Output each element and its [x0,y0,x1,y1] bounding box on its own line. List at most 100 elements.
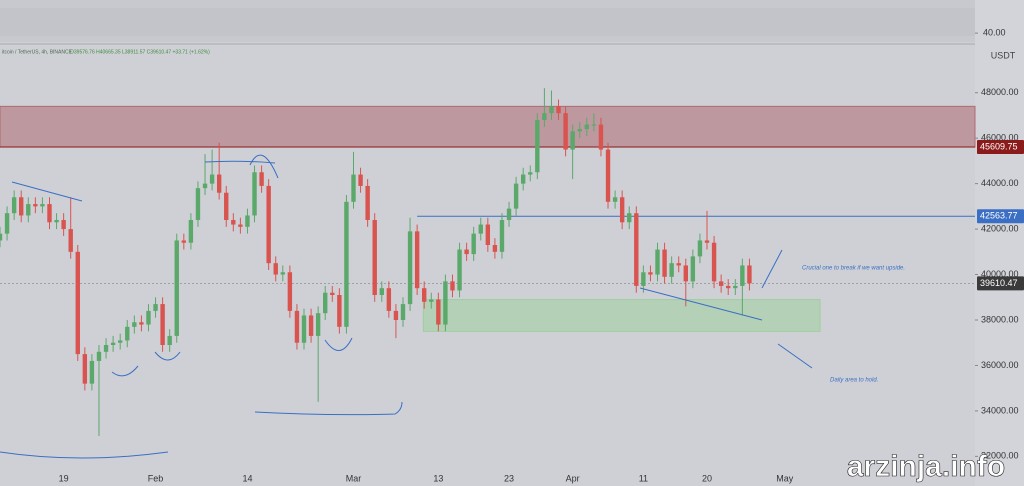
candle-body [747,265,752,284]
candle-body [655,249,660,275]
scribble [324,337,353,351]
candle-body [146,310,151,325]
candle-body [563,113,568,150]
candle-body [379,288,384,295]
candle-body [181,240,187,243]
candle-body [690,256,696,282]
candle-body [75,251,80,355]
x-tick-label: 13 [433,473,443,483]
candle-body [287,272,293,311]
candle-body [634,213,639,286]
plot: 32000.00 34000.00 36000.00 38000.00 40000.00… [0,27,1024,483]
candle-body [450,281,455,291]
x-tick-label: 11 [639,473,648,483]
candle-body [577,129,582,132]
candle-body [202,183,208,189]
candle-body [259,172,264,186]
candle-body [103,345,109,352]
candle-body [117,340,123,343]
rsi-band [0,8,975,36]
candle-body [47,204,52,223]
zone [0,105,976,148]
candle-body [330,292,335,295]
candle-body [358,174,363,186]
y-tick-label: 38000.00 [981,314,1019,324]
candle-body [372,220,377,295]
candle-body [224,192,229,220]
candle-body [153,304,158,311]
candle-body [443,281,448,325]
annotation: Crucial one to break if we want upside. [802,266,905,272]
zone [422,299,821,332]
drawings [0,154,813,459]
price-label: 42563.77 [980,211,1018,221]
candle-body [528,172,533,175]
candle-body [619,197,625,223]
candle-body [549,106,554,114]
ohlc-header: O39576.76 H40665.35 L38911.57 C39610.47 … [70,49,210,55]
y-tick-label: 48000.00 [981,87,1019,97]
candle-body [457,249,462,291]
candle-body [676,263,681,266]
candle-body [167,335,172,345]
trendline [639,287,763,321]
price-axis [975,0,1024,486]
candle-body [513,183,519,209]
candle-body [726,285,731,289]
candle-body [584,124,590,130]
y-tick-label: 40000.00 [981,269,1019,279]
x-tick-label: Apr [566,473,580,483]
candle-body [252,172,257,216]
candle-body [471,233,476,255]
y-tick-label: 32000.00 [981,451,1019,461]
trendline [11,181,83,202]
arrow [777,343,813,369]
candle-body [506,208,512,220]
candle-body [308,315,314,336]
price-label: 45609.75 [980,141,1018,151]
candle-body [733,285,738,289]
candle-body [351,174,356,202]
candle-body [323,292,328,314]
y-tick-label: 44000.00 [981,178,1019,188]
candle-body [40,204,45,207]
candle-body [68,229,73,252]
candle-body [520,174,526,184]
scribble [204,154,279,179]
annotation: Daily area to hold. [830,378,878,384]
x-tick-label: Feb [148,473,164,483]
candle-body [139,322,144,325]
candle-body [61,220,66,230]
candle-body [718,281,724,286]
candle-body [591,124,597,126]
candle-body [407,231,413,305]
candle-body [89,360,95,384]
candle-body [436,299,441,325]
x-tick-label: 20 [702,473,712,483]
candle-body [82,354,88,384]
candle-body [0,233,3,241]
candle-body [648,272,653,275]
candle-body [662,249,667,277]
candle-body [570,131,575,150]
candle-body [556,106,561,114]
candle-body [485,224,491,245]
candle-body [26,204,31,216]
candle-body [627,213,632,223]
candle-body [216,174,222,193]
symbol-title: itcoin / TetherUS, 4h, BINANCE [2,49,73,55]
currency-label: USDT [991,50,1016,60]
candle-body [266,185,271,264]
candle-body [464,249,469,255]
candle-body [294,310,300,343]
candle-body [337,295,342,327]
candle-body [535,120,540,173]
candle-body [393,310,399,320]
candle-body [669,263,674,277]
scribble [0,451,169,459]
candle-body [641,272,646,286]
candle-body [422,288,427,302]
candle-body [697,240,703,257]
candle-body [195,188,201,220]
